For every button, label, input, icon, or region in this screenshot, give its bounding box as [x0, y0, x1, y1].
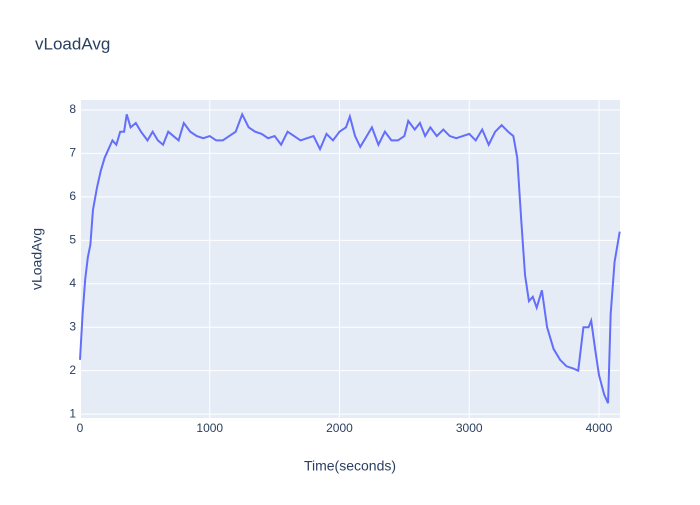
y-tick-label: 4 — [69, 276, 76, 290]
y-tick-label: 1 — [69, 406, 76, 420]
x-axis-label: Time(seconds) — [304, 458, 396, 474]
y-tick-label: 6 — [69, 189, 76, 203]
x-tick-label: 0 — [77, 421, 84, 435]
line — [79, 111, 621, 404]
y-tick-label: 3 — [69, 319, 76, 333]
x-tick-label: 4000 — [586, 421, 613, 435]
x-tick-label: 2000 — [326, 421, 353, 435]
chart-title: vLoadAvg — [35, 34, 110, 53]
y-tick-label: 2 — [69, 363, 76, 377]
y-tick-label: 8 — [69, 102, 76, 116]
y-tick-label: 7 — [69, 146, 76, 160]
y-axis-label: vLoadAvg — [29, 228, 45, 290]
x-tick-label: 3000 — [456, 421, 483, 435]
x-tick-label: 1000 — [196, 421, 223, 435]
y-tick-label: 5 — [69, 232, 76, 246]
